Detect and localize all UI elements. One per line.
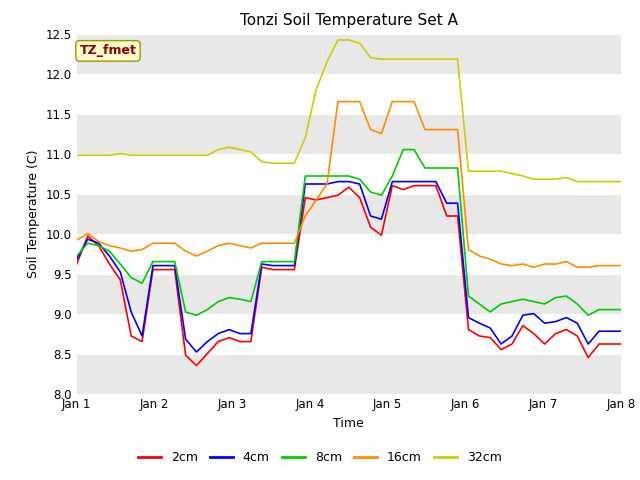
Bar: [77, 154, 621, 193]
Y-axis label: Soil Temperature (C): Soil Temperature (C): [28, 149, 40, 278]
Bar: [77, 313, 621, 354]
Bar: [77, 193, 621, 234]
Title: Tonzi Soil Temperature Set A: Tonzi Soil Temperature Set A: [240, 13, 458, 28]
X-axis label: Time: Time: [333, 417, 364, 430]
Bar: [77, 274, 621, 313]
Bar: [77, 34, 621, 73]
Bar: [77, 234, 621, 274]
Legend: 2cm, 4cm, 8cm, 16cm, 32cm: 2cm, 4cm, 8cm, 16cm, 32cm: [133, 446, 507, 469]
Text: TZ_fmet: TZ_fmet: [79, 44, 136, 58]
Bar: [77, 114, 621, 154]
Bar: [77, 354, 621, 394]
Bar: [77, 73, 621, 114]
